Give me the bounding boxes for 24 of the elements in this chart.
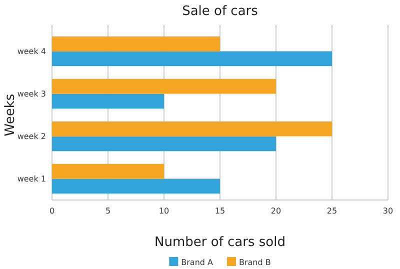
legend-label: Brand A [181,258,214,267]
x-tick-label: 15 [214,206,226,216]
bar [52,136,276,152]
bar [52,178,220,194]
x-tick-label: 5 [105,206,111,216]
bar [52,94,164,109]
bar [52,51,332,66]
legend-label: Brand B [238,258,271,267]
bar [52,36,220,52]
x-tick-label: 25 [326,206,338,216]
x-axis-title: Number of cars sold [154,235,286,250]
bar [52,164,164,179]
y-tick-label: week 1 [17,174,46,184]
x-tick-label: 30 [382,206,394,216]
chart-title: Sale of cars [182,4,258,19]
y-axis-title: Weeks [3,94,18,136]
y-tick-label: week 2 [17,132,46,141]
bar [52,121,332,136]
x-tick-label: 10 [158,206,170,216]
y-tick-label: week 3 [17,89,46,98]
x-tick-label: 20 [270,206,282,216]
y-tick-label: week 4 [17,46,46,56]
x-tick-label: 0 [49,206,55,216]
bar [52,78,276,94]
